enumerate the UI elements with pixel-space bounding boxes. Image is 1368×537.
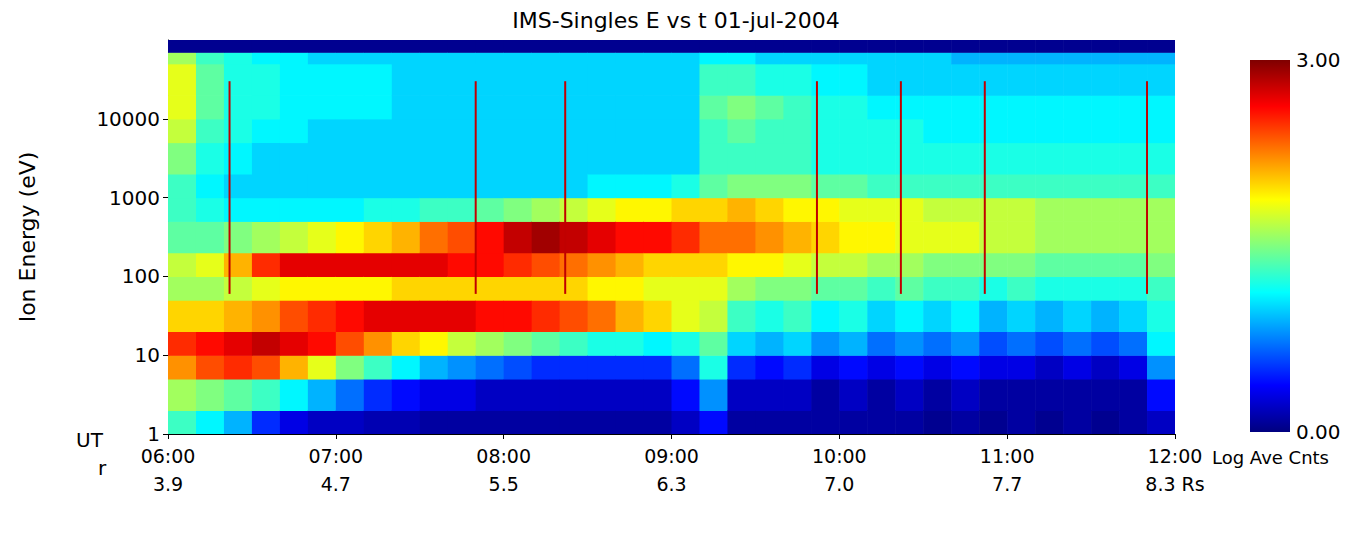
svg-text:10:00: 10:00	[812, 445, 867, 467]
svg-text:6.3: 6.3	[656, 473, 686, 495]
svg-text:7.0: 7.0	[824, 473, 854, 495]
svg-text:09:00: 09:00	[644, 445, 699, 467]
svg-text:5.5: 5.5	[489, 473, 519, 495]
svg-text:Ion Energy (eV): Ion Energy (eV)	[15, 152, 40, 323]
svg-text:12:00: 12:00	[1148, 445, 1203, 467]
svg-text:1: 1	[147, 422, 160, 446]
svg-text:1000: 1000	[109, 186, 160, 210]
svg-text:08:00: 08:00	[476, 445, 531, 467]
svg-text:UT: UT	[76, 428, 104, 452]
svg-text:IMS-Singles E vs t 01-jul-2004: IMS-Singles E vs t 01-jul-2004	[512, 8, 839, 33]
svg-text:r: r	[98, 456, 107, 480]
svg-text:7.7: 7.7	[992, 473, 1022, 495]
svg-text:4.7: 4.7	[321, 473, 351, 495]
svg-text:100: 100	[122, 264, 160, 288]
svg-text:11:00: 11:00	[980, 445, 1035, 467]
svg-text:0.00: 0.00	[1296, 420, 1341, 444]
svg-text:3.00: 3.00	[1296, 48, 1341, 72]
svg-text:10000: 10000	[96, 107, 160, 131]
svg-text:06:00: 06:00	[141, 445, 196, 467]
svg-text:8.3 Rs: 8.3 Rs	[1145, 473, 1204, 495]
svg-text:07:00: 07:00	[308, 445, 363, 467]
svg-text:3.9: 3.9	[153, 473, 183, 495]
svg-text:Log Ave Cnts: Log Ave Cnts	[1212, 447, 1329, 468]
svg-text:10: 10	[135, 343, 160, 367]
